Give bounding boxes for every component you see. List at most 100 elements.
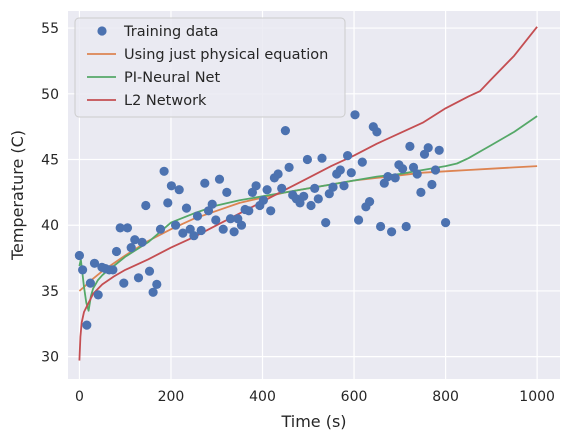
- data-point: [171, 220, 181, 230]
- data-point: [178, 228, 188, 238]
- y-axis-label: Temperature (C): [8, 130, 27, 261]
- y-tick-label: 35: [41, 284, 59, 300]
- data-point: [284, 162, 294, 172]
- data-point: [130, 235, 140, 245]
- data-point: [328, 182, 338, 192]
- data-point: [236, 220, 247, 230]
- data-point: [321, 218, 331, 228]
- data-point: [211, 215, 221, 225]
- data-point: [346, 168, 356, 178]
- data-point: [214, 174, 225, 184]
- data-point: [365, 197, 375, 207]
- data-point: [390, 173, 400, 183]
- data-point: [85, 278, 95, 288]
- y-tick-label: 30: [41, 350, 59, 366]
- data-point: [115, 223, 125, 233]
- data-point: [207, 199, 217, 209]
- data-point: [152, 279, 162, 289]
- data-point: [266, 206, 276, 216]
- data-point: [163, 198, 173, 208]
- data-point: [416, 187, 426, 197]
- x-tick-label: 0: [75, 389, 84, 405]
- legend-label: PI-Neural Net: [124, 70, 220, 86]
- data-point: [306, 200, 316, 211]
- data-point: [262, 185, 272, 195]
- data-point: [398, 164, 408, 174]
- y-tick-labels: 30 35 40 45 50 55: [41, 21, 59, 366]
- x-tick-label: 400: [249, 389, 276, 405]
- y-tick-label: 40: [41, 218, 59, 234]
- x-tick-labels: 0 200 400 600 800 1000: [75, 389, 555, 405]
- data-point: [137, 237, 147, 247]
- data-point: [141, 200, 151, 211]
- x-tick-label: 800: [432, 389, 459, 405]
- data-point: [280, 126, 290, 136]
- data-point: [354, 215, 364, 225]
- data-point: [441, 218, 451, 228]
- data-point: [229, 227, 239, 237]
- legend-marker-training-data: [97, 26, 107, 36]
- data-point: [159, 166, 169, 176]
- data-point: [166, 181, 176, 191]
- data-point: [82, 320, 92, 330]
- x-tick-label: 1000: [519, 389, 555, 405]
- data-point: [434, 145, 444, 155]
- data-point: [412, 169, 422, 179]
- data-point: [405, 141, 415, 151]
- legend-label: Training data: [123, 24, 218, 40]
- data-point: [310, 183, 320, 193]
- data-point: [93, 290, 103, 300]
- data-point: [189, 231, 199, 241]
- data-point: [343, 151, 353, 161]
- data-point: [111, 246, 122, 257]
- scatter-points: [74, 110, 451, 330]
- data-point: [251, 181, 261, 191]
- y-tick-label: 45: [41, 153, 59, 169]
- y-tick-label: 50: [41, 87, 59, 103]
- data-point: [427, 179, 437, 190]
- data-point: [181, 203, 192, 213]
- data-point: [218, 224, 228, 234]
- data-point: [78, 265, 88, 275]
- data-point: [144, 266, 155, 276]
- data-point: [277, 183, 287, 193]
- data-point: [313, 194, 323, 204]
- data-point: [273, 169, 283, 179]
- data-point: [108, 265, 118, 275]
- data-point: [357, 157, 367, 167]
- data-point: [225, 214, 236, 224]
- data-point: [148, 287, 158, 297]
- data-point: [200, 178, 210, 188]
- data-point: [372, 127, 382, 137]
- data-point: [192, 211, 203, 221]
- data-point: [339, 181, 349, 191]
- data-point: [133, 273, 144, 283]
- x-tick-label: 200: [158, 389, 185, 405]
- data-point: [350, 110, 360, 120]
- data-point: [74, 250, 84, 261]
- y-tick-label: 55: [41, 21, 59, 37]
- data-point: [89, 258, 100, 268]
- data-point: [335, 165, 345, 175]
- data-point: [376, 221, 386, 232]
- legend-label: Using just physical equation: [124, 47, 328, 63]
- legend-label: L2 Network: [124, 93, 207, 109]
- data-point: [119, 278, 129, 288]
- legend-box: [74, 17, 346, 118]
- x-tick-label: 600: [341, 389, 368, 405]
- data-point: [222, 187, 232, 197]
- data-point: [317, 153, 327, 163]
- x-axis-label: Time (s): [280, 412, 346, 431]
- data-point: [258, 195, 268, 205]
- data-point: [155, 224, 166, 234]
- data-point: [174, 185, 184, 195]
- data-point: [196, 225, 206, 236]
- data-point: [122, 223, 133, 233]
- legend: Training data Using just physical equatio…: [74, 17, 346, 118]
- data-point: [383, 172, 393, 182]
- data-point: [387, 227, 397, 237]
- data-point: [423, 143, 433, 153]
- data-point: [299, 191, 309, 201]
- data-point: [430, 165, 441, 175]
